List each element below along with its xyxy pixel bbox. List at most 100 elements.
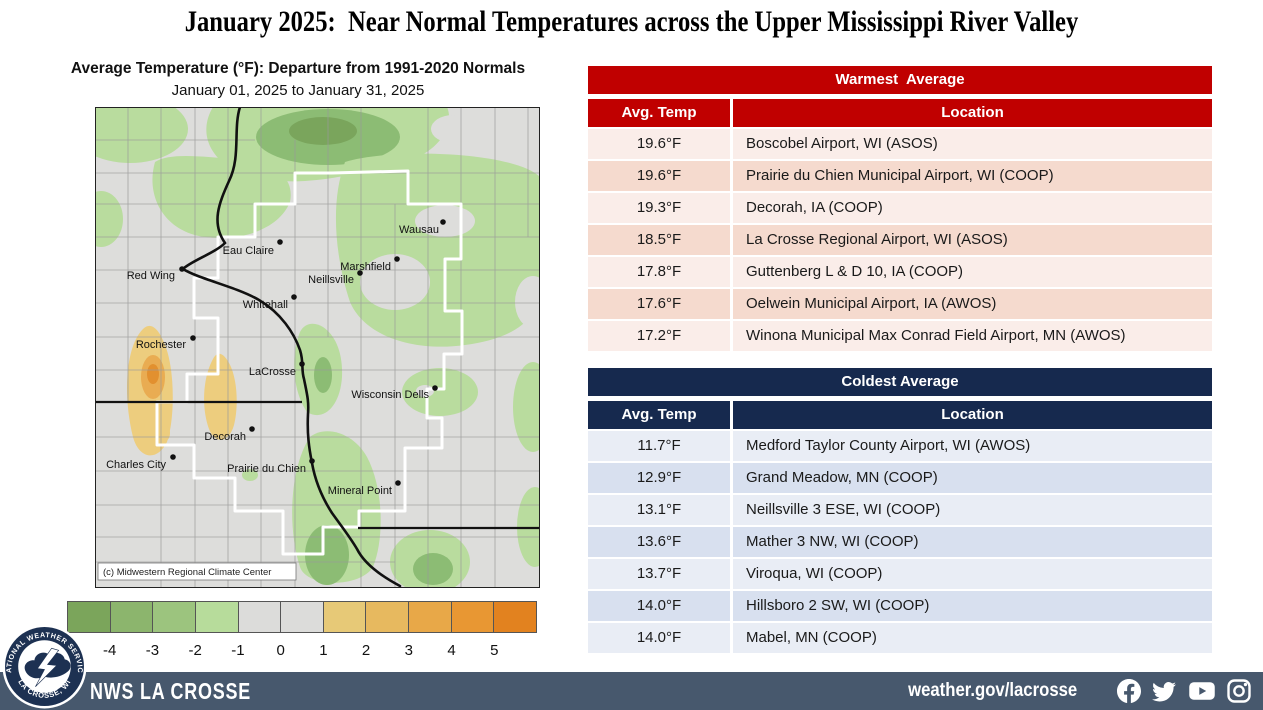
avg-temp-value: 11.7°F bbox=[588, 431, 733, 461]
table-row: 18.5°F La Crosse Regional Airport, WI (AS… bbox=[588, 225, 1212, 255]
city-label: Red Wing bbox=[127, 270, 175, 282]
table-row: 19.3°F Decorah, IA (COOP) bbox=[588, 193, 1212, 223]
nws-logo: NATIONAL WEATHER SERVICE LA CROSSE, WI bbox=[2, 624, 87, 709]
colorbar-cell bbox=[195, 602, 239, 632]
location-value: Boscobel Airport, WI (ASOS) bbox=[733, 129, 1212, 159]
city-label: Rochester bbox=[136, 339, 186, 351]
table-row: 14.0°F Hillsboro 2 SW, WI (COOP) bbox=[588, 591, 1212, 621]
colorbar-tick-label: 1 bbox=[319, 642, 328, 659]
warmest-table-header: Avg. Temp Location bbox=[588, 99, 1212, 127]
location-value: Medford Taylor County Airport, WI (AWOS) bbox=[733, 431, 1212, 461]
colorbar-tick-label: 4 bbox=[447, 642, 456, 659]
avg-temp-column-header: Avg. Temp bbox=[588, 99, 733, 127]
colorbar-cell bbox=[409, 602, 452, 632]
location-value: Winona Municipal Max Conrad Field Airpor… bbox=[733, 321, 1212, 351]
city-dot bbox=[249, 426, 255, 432]
table-row: 13.6°F Mather 3 NW, WI (COOP) bbox=[588, 527, 1212, 557]
cwa-boundary bbox=[155, 169, 464, 556]
city-label: Mineral Point bbox=[328, 485, 392, 497]
coldest-table-rows: 11.7°F Medford Taylor County Airport, WI … bbox=[588, 431, 1212, 653]
location-column-header: Location bbox=[733, 99, 1212, 127]
avg-temp-value: 14.0°F bbox=[588, 623, 733, 653]
table-row: 13.7°F Viroqua, WI (COOP) bbox=[588, 559, 1212, 589]
colorbar-tick-label: -2 bbox=[188, 642, 202, 659]
avg-temp-value: 14.0°F bbox=[588, 591, 733, 621]
coldest-table-title: Coldest Average bbox=[588, 368, 1212, 396]
location-value: Mather 3 NW, WI (COOP) bbox=[733, 527, 1212, 557]
table-row: 17.8°F Guttenberg L & D 10, IA (COOP) bbox=[588, 257, 1212, 287]
avg-temp-value: 13.1°F bbox=[588, 495, 733, 525]
avg-temp-value: 13.6°F bbox=[588, 527, 733, 557]
colorbar-cell bbox=[238, 602, 282, 632]
city-dot bbox=[291, 294, 297, 300]
city-label: Charles City bbox=[106, 459, 166, 471]
colorbar-cell bbox=[110, 602, 154, 632]
city-label: Decorah bbox=[204, 431, 246, 443]
coldest-table-header: Avg. Temp Location bbox=[588, 401, 1212, 429]
colorbar-tick-label: 3 bbox=[404, 642, 413, 659]
instagram-icon[interactable] bbox=[1227, 679, 1251, 703]
colorbar bbox=[67, 601, 537, 633]
city-dot bbox=[299, 361, 305, 367]
table-row: 11.7°F Medford Taylor County Airport, WI … bbox=[588, 431, 1212, 461]
page-title: January 2025: Near Normal Temperatures a… bbox=[184, 5, 1079, 38]
location-column-header: Location bbox=[733, 401, 1212, 429]
location-value: Prairie du Chien Municipal Airport, WI (… bbox=[733, 161, 1212, 191]
colorbar-tick-label: 5 bbox=[490, 642, 499, 659]
map-subtitle: January 01, 2025 to January 31, 2025 bbox=[171, 82, 425, 99]
colorbar-cell bbox=[281, 602, 324, 632]
city-dot bbox=[395, 480, 401, 486]
coldest-table: Coldest Average Avg. Temp Location 11.7°… bbox=[588, 368, 1212, 655]
colorbar-ticks: -4 -3 -2 -1 0 1 2 3 4 5 bbox=[67, 642, 537, 662]
location-value: Hillsboro 2 SW, WI (COOP) bbox=[733, 591, 1212, 621]
avg-temp-value: 13.7°F bbox=[588, 559, 733, 589]
location-value: Neillsville 3 ESE, WI (COOP) bbox=[733, 495, 1212, 525]
table-row: 19.6°F Prairie du Chien Municipal Airport… bbox=[588, 161, 1212, 191]
colorbar-tick-label: 0 bbox=[276, 642, 285, 659]
city-dot bbox=[357, 270, 363, 276]
location-value: Grand Meadow, MN (COOP) bbox=[733, 463, 1212, 493]
table-row: 17.2°F Winona Municipal Max Conrad Field … bbox=[588, 321, 1212, 351]
table-row: 19.6°F Boscobel Airport, WI (ASOS) bbox=[588, 129, 1212, 159]
city-label: Marshfield bbox=[340, 261, 391, 273]
warmest-table-rows: 19.6°F Boscobel Airport, WI (ASOS) 19.6°F P… bbox=[588, 129, 1212, 351]
station-name: NWS LA CROSSE bbox=[90, 678, 251, 704]
city-dot bbox=[394, 256, 400, 262]
city-label: Wisconsin Dells bbox=[351, 389, 429, 401]
warmest-table: Warmest Average Avg. Temp Location 19.6°… bbox=[588, 66, 1212, 353]
youtube-icon[interactable] bbox=[1187, 679, 1217, 703]
city-dot bbox=[432, 385, 438, 391]
colorbar-cell bbox=[494, 602, 537, 632]
table-row: 17.6°F Oelwein Municipal Airport, IA (AWO… bbox=[588, 289, 1212, 319]
avg-temp-value: 17.2°F bbox=[588, 321, 733, 351]
twitter-icon[interactable] bbox=[1151, 679, 1177, 703]
colorbar-cell bbox=[153, 602, 196, 632]
facebook-icon[interactable] bbox=[1117, 679, 1141, 703]
city-dot bbox=[179, 266, 185, 272]
footer-bar bbox=[0, 672, 1263, 710]
lightning-icon bbox=[35, 647, 60, 687]
location-value: La Crosse Regional Airport, WI (ASOS) bbox=[733, 225, 1212, 255]
avg-temp-value: 17.8°F bbox=[588, 257, 733, 287]
location-value: Viroqua, WI (COOP) bbox=[733, 559, 1212, 589]
city-dot bbox=[309, 458, 315, 464]
colorbar-cell bbox=[68, 602, 111, 632]
avg-temp-value: 17.6°F bbox=[588, 289, 733, 319]
city-label: Eau Claire bbox=[223, 245, 274, 257]
colorbar-cell bbox=[366, 602, 410, 632]
map-credit-text: (c) Midwestern Regional Climate Center bbox=[103, 567, 271, 578]
state-borders bbox=[95, 400, 540, 530]
colorbar-tick-label: -1 bbox=[231, 642, 245, 659]
footer-url: weather.gov/lacrosse bbox=[907, 680, 1077, 701]
avg-temp-value: 18.5°F bbox=[588, 225, 733, 255]
city-markers: Wausau Eau Claire Marshfield Neillsville… bbox=[106, 219, 446, 497]
avg-temp-value: 19.6°F bbox=[588, 161, 733, 191]
colorbar-tick-label: -4 bbox=[103, 642, 117, 659]
map-frame bbox=[95, 107, 540, 588]
location-value: Oelwein Municipal Airport, IA (AWOS) bbox=[733, 289, 1212, 319]
map-credit: (c) Midwestern Regional Climate Center bbox=[97, 562, 297, 581]
city-label: Neillsville bbox=[308, 274, 354, 286]
social-icons bbox=[1117, 672, 1251, 710]
colorbar-tick-label: -3 bbox=[145, 642, 160, 659]
